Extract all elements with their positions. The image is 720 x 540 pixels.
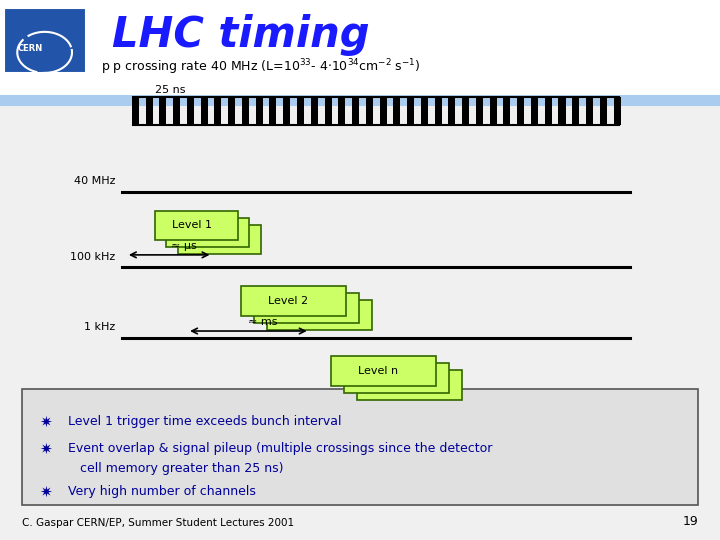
Bar <box>407 97 414 125</box>
Text: 100 kHz: 100 kHz <box>70 252 115 262</box>
Text: p p crossing rate 40 MHz (L=10$^{33}$- 4$\cdot$10$^{34}$cm$^{-2}$ s$^{-1}$): p p crossing rate 40 MHz (L=10$^{33}$- 4… <box>101 58 420 77</box>
Text: 40 MHz: 40 MHz <box>73 176 115 186</box>
Bar <box>201 97 207 125</box>
Bar <box>166 218 249 247</box>
Bar <box>531 97 538 125</box>
Bar <box>187 97 194 125</box>
Text: ≈ ms: ≈ ms <box>248 316 277 327</box>
Text: cell memory greater than 25 ns): cell memory greater than 25 ns) <box>68 462 284 475</box>
Bar <box>613 97 621 125</box>
Text: Event overlap & signal pileup (multiple crossings since the detector: Event overlap & signal pileup (multiple … <box>68 442 492 455</box>
Text: 19: 19 <box>683 515 698 528</box>
Text: C. Gaspar CERN/EP, Summer Student Lectures 2001: C. Gaspar CERN/EP, Summer Student Lectur… <box>22 518 294 528</box>
Bar <box>269 97 276 125</box>
Text: Level n: Level n <box>358 366 398 376</box>
Bar <box>267 300 372 330</box>
Bar <box>22 389 698 505</box>
Bar <box>0 0 720 100</box>
Bar <box>559 97 565 125</box>
Bar <box>490 97 497 125</box>
Bar <box>517 97 524 125</box>
Bar <box>228 97 235 125</box>
Text: ✷: ✷ <box>40 442 53 457</box>
Bar <box>256 97 263 125</box>
Bar <box>159 97 166 125</box>
Bar <box>155 211 238 240</box>
Bar <box>283 97 290 125</box>
Bar <box>297 97 304 125</box>
Text: 1 kHz: 1 kHz <box>84 322 115 332</box>
Bar <box>254 293 359 323</box>
Bar <box>311 97 318 125</box>
Bar <box>242 97 249 125</box>
Bar <box>572 97 580 125</box>
Bar <box>393 97 400 125</box>
Bar <box>503 97 510 125</box>
Bar <box>4 8 86 73</box>
Text: 25 ns: 25 ns <box>155 85 185 95</box>
Bar <box>545 97 552 125</box>
Bar <box>379 97 387 125</box>
Bar <box>331 356 436 386</box>
Bar <box>357 370 462 400</box>
Bar <box>241 286 346 316</box>
Text: Level 1: Level 1 <box>172 220 212 231</box>
Bar <box>215 97 222 125</box>
Text: ✷: ✷ <box>40 415 53 430</box>
Bar <box>132 97 139 125</box>
Bar <box>462 97 469 125</box>
Bar <box>178 225 261 254</box>
Bar <box>338 97 346 125</box>
Text: LHC timing: LHC timing <box>112 14 369 56</box>
Text: Very high number of channels: Very high number of channels <box>68 485 256 498</box>
Text: CERN: CERN <box>18 44 43 53</box>
Text: Level 1 trigger time exceeds bunch interval: Level 1 trigger time exceeds bunch inter… <box>68 415 342 428</box>
Text: ≈ μs: ≈ μs <box>171 240 197 251</box>
Bar <box>366 97 373 125</box>
Bar <box>352 97 359 125</box>
Bar <box>145 97 153 125</box>
Bar <box>325 97 331 125</box>
Bar <box>173 97 180 125</box>
Text: ✷: ✷ <box>40 485 53 500</box>
Bar <box>586 97 593 125</box>
Bar <box>449 97 456 125</box>
Bar <box>600 97 607 125</box>
Bar <box>344 363 449 393</box>
Text: Level 2: Level 2 <box>268 296 308 306</box>
Bar <box>421 97 428 125</box>
Bar <box>476 97 483 125</box>
Bar <box>435 97 441 125</box>
